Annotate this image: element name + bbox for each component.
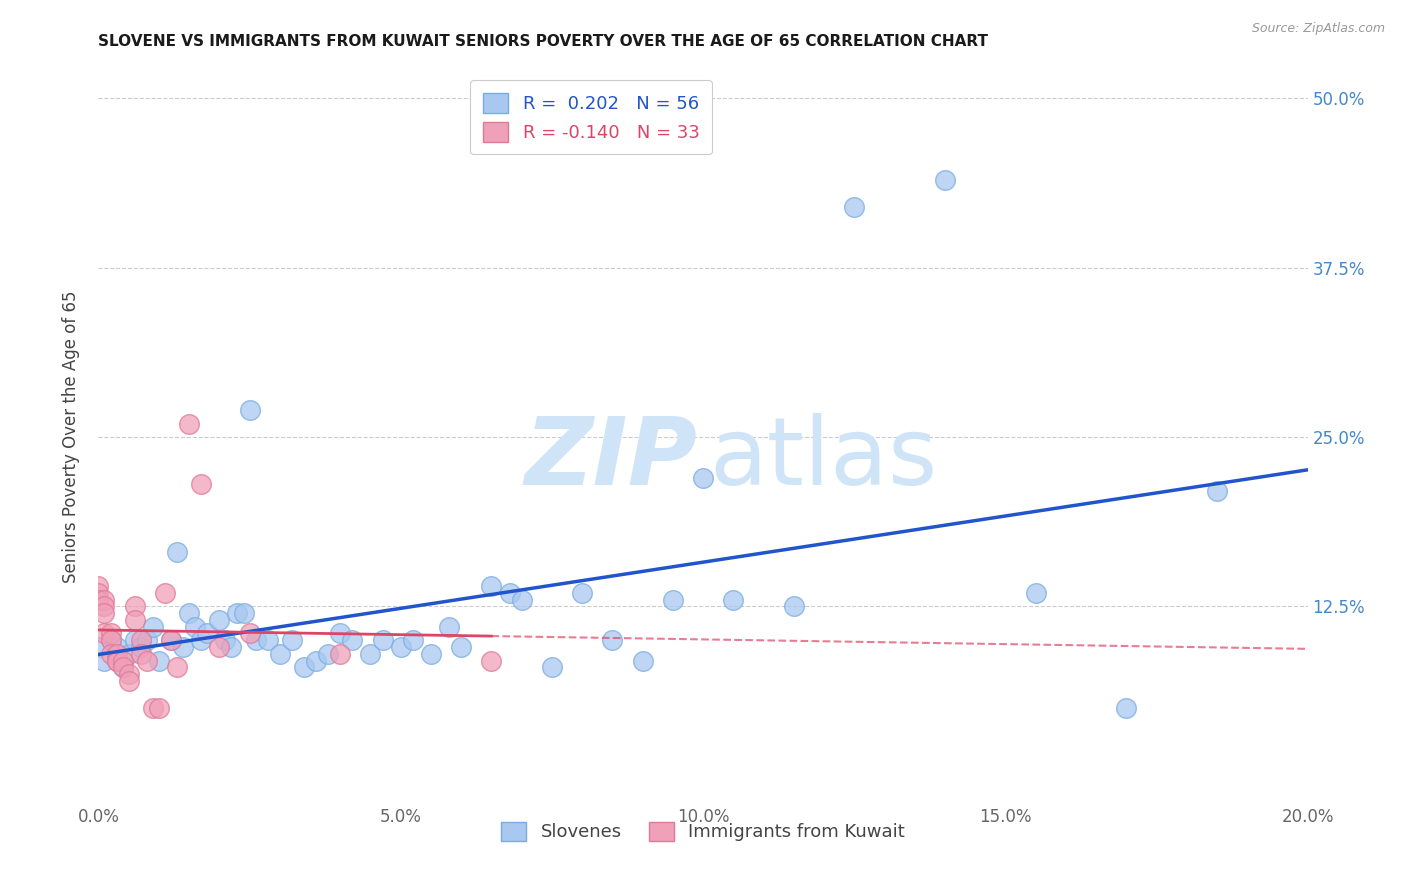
Point xyxy=(783,599,806,614)
Point xyxy=(129,633,152,648)
Point xyxy=(129,640,152,654)
Point xyxy=(571,586,593,600)
Point xyxy=(124,633,146,648)
Point xyxy=(481,654,503,668)
Point xyxy=(232,606,254,620)
Point xyxy=(208,640,231,654)
Point xyxy=(93,592,115,607)
Point xyxy=(214,633,236,648)
Text: SLOVENE VS IMMIGRANTS FROM KUWAIT SENIORS POVERTY OVER THE AGE OF 65 CORRELATION: SLOVENE VS IMMIGRANTS FROM KUWAIT SENIOR… xyxy=(98,35,988,49)
Point xyxy=(118,673,141,688)
Point xyxy=(239,626,262,640)
Point xyxy=(437,620,460,634)
Point xyxy=(208,613,231,627)
Point xyxy=(105,640,128,654)
Point xyxy=(360,647,382,661)
Point xyxy=(1115,701,1137,715)
Point xyxy=(342,633,364,648)
Point xyxy=(329,647,352,661)
Point xyxy=(631,654,654,668)
Point xyxy=(105,654,128,668)
Point xyxy=(184,620,207,634)
Point xyxy=(329,626,352,640)
Point xyxy=(292,660,315,674)
Point xyxy=(135,633,157,648)
Point xyxy=(450,640,472,654)
Point xyxy=(93,626,115,640)
Point xyxy=(221,640,243,654)
Point xyxy=(153,586,176,600)
Point xyxy=(245,633,267,648)
Point xyxy=(135,654,157,668)
Legend: Slovenes, Immigrants from Kuwait: Slovenes, Immigrants from Kuwait xyxy=(494,814,912,848)
Point xyxy=(692,471,714,485)
Point xyxy=(256,633,278,648)
Point xyxy=(118,667,141,681)
Point xyxy=(118,647,141,661)
Point xyxy=(190,633,212,648)
Point xyxy=(934,172,956,186)
Point xyxy=(269,647,291,661)
Point xyxy=(87,579,110,593)
Point xyxy=(124,599,146,614)
Point xyxy=(402,633,425,648)
Point xyxy=(105,654,128,668)
Point xyxy=(179,606,201,620)
Point xyxy=(239,403,262,417)
Point xyxy=(602,633,624,648)
Point xyxy=(723,592,745,607)
Point xyxy=(148,701,170,715)
Y-axis label: Seniors Poverty Over the Age of 65: Seniors Poverty Over the Age of 65 xyxy=(62,291,80,583)
Point xyxy=(160,633,183,648)
Point xyxy=(1024,586,1046,600)
Point xyxy=(371,633,394,648)
Point xyxy=(190,477,212,491)
Point xyxy=(305,654,328,668)
Point xyxy=(172,640,194,654)
Point xyxy=(87,640,110,654)
Point xyxy=(226,606,249,620)
Point xyxy=(481,579,503,593)
Point xyxy=(179,417,201,431)
Point xyxy=(420,647,443,661)
Point xyxy=(540,660,562,674)
Text: Source: ZipAtlas.com: Source: ZipAtlas.com xyxy=(1251,22,1385,36)
Point xyxy=(111,660,134,674)
Point xyxy=(160,633,183,648)
Point xyxy=(148,654,170,668)
Point xyxy=(87,592,110,607)
Point xyxy=(111,660,134,674)
Point xyxy=(100,647,122,661)
Point xyxy=(105,647,128,661)
Point xyxy=(166,660,188,674)
Point xyxy=(100,626,122,640)
Point xyxy=(498,586,520,600)
Point xyxy=(281,633,304,648)
Point xyxy=(142,620,165,634)
Text: ZIP: ZIP xyxy=(524,413,697,505)
Point xyxy=(87,586,110,600)
Point xyxy=(93,654,115,668)
Point xyxy=(166,545,188,559)
Point xyxy=(389,640,412,654)
Point xyxy=(510,592,533,607)
Point xyxy=(316,647,339,661)
Point xyxy=(93,606,115,620)
Point xyxy=(661,592,683,607)
Point xyxy=(1206,484,1229,499)
Point xyxy=(111,654,134,668)
Point xyxy=(142,701,165,715)
Point xyxy=(100,633,122,648)
Point xyxy=(844,200,866,214)
Point xyxy=(100,633,122,648)
Point xyxy=(124,613,146,627)
Point xyxy=(93,599,115,614)
Point xyxy=(195,626,218,640)
Point xyxy=(129,647,152,661)
Text: atlas: atlas xyxy=(709,413,938,505)
